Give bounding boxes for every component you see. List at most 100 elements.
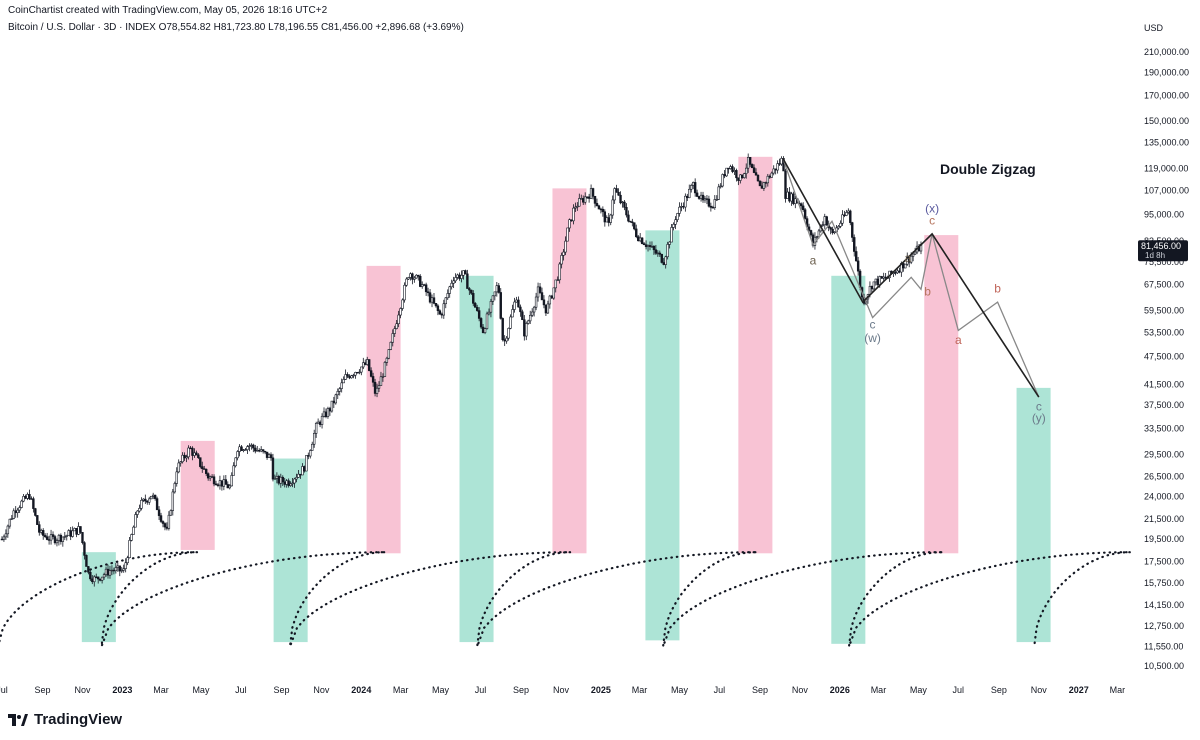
y-tick-label: 59,500.00 xyxy=(1144,306,1184,316)
candle xyxy=(169,509,173,516)
candle xyxy=(320,413,324,429)
candle xyxy=(534,292,538,311)
wave-label-9: c xyxy=(1036,400,1042,414)
candle xyxy=(792,191,795,206)
candle xyxy=(371,372,375,387)
candle xyxy=(527,319,530,325)
candle xyxy=(450,279,453,290)
candle xyxy=(780,156,783,166)
candle xyxy=(637,234,640,242)
candle xyxy=(8,518,12,529)
candle xyxy=(358,369,361,375)
candle xyxy=(587,193,591,203)
candle xyxy=(73,527,76,532)
candle xyxy=(680,202,683,212)
candle xyxy=(167,511,171,531)
candle xyxy=(126,555,129,566)
candle xyxy=(454,273,457,283)
candle xyxy=(745,163,748,179)
candle xyxy=(204,468,208,477)
y-tick-label: 170,000.00 xyxy=(1144,90,1189,100)
candle xyxy=(148,496,151,505)
candle xyxy=(142,498,145,503)
y-tick-label: 12,750.00 xyxy=(1144,621,1184,631)
candle xyxy=(595,198,599,207)
candle xyxy=(754,168,758,176)
candle xyxy=(666,241,669,260)
candle xyxy=(556,276,559,282)
candle xyxy=(293,477,296,488)
candle xyxy=(389,341,392,351)
candle xyxy=(228,484,231,490)
x-tick-label: Sep xyxy=(752,685,768,695)
candle xyxy=(564,236,567,256)
candle xyxy=(733,167,736,175)
symbol-ohlc-line: Bitcoin / U.S. Dollar · 3D · INDEX O78,5… xyxy=(8,22,464,33)
candle xyxy=(326,406,330,419)
candle xyxy=(340,378,343,393)
candle xyxy=(352,373,355,379)
candle xyxy=(682,202,685,210)
candle xyxy=(96,576,100,584)
y-tick-label: 29,500.00 xyxy=(1144,449,1184,459)
candle xyxy=(715,195,718,202)
candle xyxy=(460,270,463,283)
candle xyxy=(452,276,455,289)
candle xyxy=(173,481,176,494)
pink-cycle-zone-9 xyxy=(924,235,959,554)
candle xyxy=(432,293,436,305)
candle xyxy=(387,349,391,360)
x-tick-label: Nov xyxy=(792,685,809,695)
candle xyxy=(701,191,705,203)
candle xyxy=(47,535,51,545)
candle xyxy=(672,222,675,231)
candle xyxy=(485,311,489,330)
candle xyxy=(159,512,163,523)
candle xyxy=(674,216,677,230)
candle xyxy=(364,359,367,366)
candle xyxy=(261,449,265,454)
candle xyxy=(395,320,398,330)
candle xyxy=(175,467,178,487)
y-tick-label: 135,000.00 xyxy=(1144,138,1189,148)
candle xyxy=(515,296,518,303)
candle xyxy=(493,291,497,301)
candle xyxy=(81,532,84,545)
cycle-arc-2 xyxy=(288,551,572,647)
candle xyxy=(642,242,646,246)
candle xyxy=(10,515,13,520)
last-price-box xyxy=(1138,240,1188,262)
double-zigzag-title: Double Zigzag xyxy=(940,161,1036,177)
candle xyxy=(55,538,59,547)
candle xyxy=(548,294,552,309)
candle xyxy=(199,457,202,469)
candle xyxy=(324,408,328,419)
x-tick-label: 2026 xyxy=(830,685,850,695)
candle xyxy=(699,191,703,202)
candle xyxy=(155,496,159,511)
candle xyxy=(532,305,536,317)
candle xyxy=(61,536,65,547)
x-tick-label: Mar xyxy=(1110,685,1126,695)
candle xyxy=(434,303,438,308)
green-cycle-zone-8 xyxy=(831,275,866,644)
candle xyxy=(758,180,762,187)
candle xyxy=(79,526,82,534)
candle xyxy=(477,307,481,322)
price-axis: USD 210,000.00 190,000.00 170,000.00 150,000… xyxy=(1144,23,1189,671)
candle xyxy=(487,308,491,316)
candle xyxy=(497,283,500,294)
tradingview-brand[interactable]: TradingView xyxy=(8,711,122,728)
candle xyxy=(436,304,440,316)
candle xyxy=(212,474,216,487)
y-tick-label: 33,500.00 xyxy=(1144,423,1184,433)
candle xyxy=(660,253,663,264)
candle xyxy=(415,274,418,279)
candle xyxy=(546,300,550,314)
candle xyxy=(705,194,709,205)
candle xyxy=(250,443,253,450)
candle xyxy=(583,192,587,205)
candle xyxy=(28,489,31,501)
candle xyxy=(67,529,70,536)
